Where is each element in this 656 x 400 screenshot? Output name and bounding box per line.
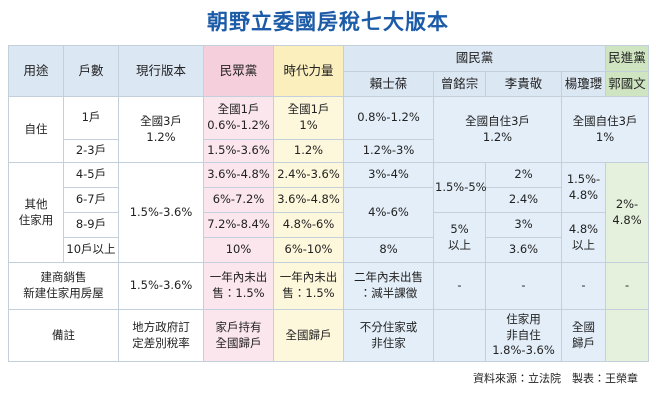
cell: 3.6% bbox=[485, 237, 562, 263]
cell: 全國3戶 1.2% bbox=[118, 96, 204, 163]
cell bbox=[433, 309, 486, 362]
cell: 4.8% 以上 bbox=[560, 212, 607, 263]
row: 8-9戶 7.2%-8.4% 4.8%-6% 5% 以上 3% 4.8% 以上 bbox=[9, 212, 649, 263]
cell: 家戶持有 全國歸戶 bbox=[203, 309, 274, 362]
cell: 8-9戶 bbox=[63, 212, 119, 238]
header-cell: 民眾黨 bbox=[203, 45, 274, 97]
cell: 4.8%-6% bbox=[273, 212, 344, 238]
row: 6-7戶 6%-7.2% 3.6%-4.8% 4%-6% 2.4% bbox=[9, 187, 649, 238]
header-cell: 賴士葆 bbox=[343, 71, 434, 97]
cell: 住家用 非自住 1.8%-3.6% bbox=[485, 309, 562, 362]
cell: 8% bbox=[343, 237, 434, 263]
cell: 自住 bbox=[8, 96, 64, 163]
cell: 地方政府訂 定差別稅率 bbox=[118, 309, 204, 362]
cell: 2.4%-3.6% bbox=[273, 162, 344, 188]
cell: 其他 住家用 bbox=[8, 162, 64, 263]
cell: 不分住家或 非住家 bbox=[343, 309, 434, 362]
group-header: 民進黨 bbox=[605, 45, 650, 72]
header-cell: 曾銘宗 bbox=[433, 71, 486, 97]
cell: 10戶以上 bbox=[63, 237, 119, 263]
source-note: 資料來源：立法院 製表：王榮章 bbox=[473, 372, 638, 385]
cell: 1.5%-5% bbox=[433, 162, 487, 213]
cell: 一年內未出 售：1.5% bbox=[273, 262, 344, 310]
cell: 1.5%-3.6% bbox=[203, 139, 274, 163]
cell: 全國1戶 0.6%-1.2% bbox=[203, 96, 274, 140]
cell: 全國1戶 1% bbox=[273, 96, 344, 140]
cell: 1.2%-3% bbox=[343, 139, 434, 163]
cell: 6%-10% bbox=[273, 237, 344, 263]
cell bbox=[605, 309, 650, 362]
cell: 2% bbox=[485, 162, 562, 188]
cell: 10% bbox=[203, 237, 274, 263]
cell: - bbox=[560, 262, 607, 310]
header-cell: 戶數 bbox=[63, 45, 119, 97]
cell: 1.5%- 4.8% bbox=[560, 162, 607, 213]
row: 其他 住家用 4-5戶 1.5%-3.6% 3.6%-4.8% 2.4%-3.6… bbox=[8, 162, 650, 263]
header-cell: 用途 bbox=[8, 45, 64, 97]
cell: 3% bbox=[485, 212, 562, 238]
table: 用途 戶數 現行版本 民眾黨 時代力量 國民黨 民進黨 賴士葆 曾銘宗 李貴敬 … bbox=[8, 45, 650, 362]
header-cell: 楊瓊瓔 bbox=[560, 71, 607, 97]
cell: 2%- 4.8% bbox=[605, 162, 650, 263]
header-cell: 郭國文 bbox=[605, 71, 650, 97]
cell: 1.5%-3.6% bbox=[118, 162, 204, 263]
cell: 0.8%-1.2% bbox=[343, 96, 434, 140]
row: 2-3戶 1.5%-3.6% 1.2% 1.2%-3% bbox=[9, 139, 649, 163]
cell: 5% 以上 bbox=[433, 212, 486, 263]
cell: - bbox=[433, 262, 486, 310]
cell: 全國 歸戶 bbox=[560, 309, 607, 362]
cell: 1.5%-3.6% bbox=[118, 262, 204, 310]
row: 備註 地方政府訂 定差別稅率 家戶持有 全國歸戶 全國歸戶 不分住家或 非住家 … bbox=[8, 309, 650, 362]
cell: 備註 bbox=[8, 309, 119, 362]
cell: 全國自住3戶 1.2% bbox=[433, 96, 562, 163]
cell: 建商銷售 新建住家用房屋 bbox=[8, 262, 119, 310]
cell: 4-5戶 bbox=[63, 162, 119, 188]
cell: 全國歸戶 bbox=[273, 309, 344, 362]
cell: 2-3戶 bbox=[63, 139, 119, 163]
cell: 1戶 bbox=[63, 96, 119, 140]
cell: 1.2% bbox=[273, 139, 344, 163]
title: 朝野立委國房稅七大版本 bbox=[207, 10, 449, 34]
cell: 3.6%-4.8% bbox=[203, 162, 274, 188]
header-cell: 時代力量 bbox=[273, 45, 344, 97]
cell: 7.2%-8.4% bbox=[203, 212, 274, 238]
cell: 二年內未出售 ：減半課徵 bbox=[343, 262, 434, 310]
row: 10戶以上 10% 6%-10% 8% 3.6% bbox=[9, 237, 649, 263]
header-row: 用途 戶數 現行版本 民眾黨 時代力量 國民黨 民進黨 bbox=[8, 45, 650, 97]
cell: 6-7戶 bbox=[63, 187, 119, 213]
cell: - bbox=[485, 262, 562, 310]
header-row: 賴士葆 曾銘宗 李貴敬 楊瓊瓔 郭國文 bbox=[9, 71, 650, 97]
row: 自住 1戶 全國3戶 1.2% 全國1戶 0.6%-1.2% 全國1戶 1% 0… bbox=[8, 96, 650, 163]
header-cell: 李貴敬 bbox=[485, 71, 562, 97]
cell: 4%-6% bbox=[343, 187, 434, 238]
group-header: 國民黨 bbox=[342, 45, 607, 72]
header-cell: 現行版本 bbox=[118, 45, 204, 97]
cell: 6%-7.2% bbox=[203, 187, 274, 213]
row: 建商銷售 新建住家用房屋 1.5%-3.6% 一年內未出 售：1.5% 一年內未… bbox=[8, 262, 650, 310]
cell: 全國自住3戶 1% bbox=[560, 96, 650, 163]
cell: - bbox=[605, 262, 650, 310]
cell: 3.6%-4.8% bbox=[273, 187, 344, 213]
cell: 一年內未出 售：1.5% bbox=[203, 262, 274, 310]
cell: 3%-4% bbox=[343, 162, 434, 188]
cell: 2.4% bbox=[485, 187, 562, 213]
